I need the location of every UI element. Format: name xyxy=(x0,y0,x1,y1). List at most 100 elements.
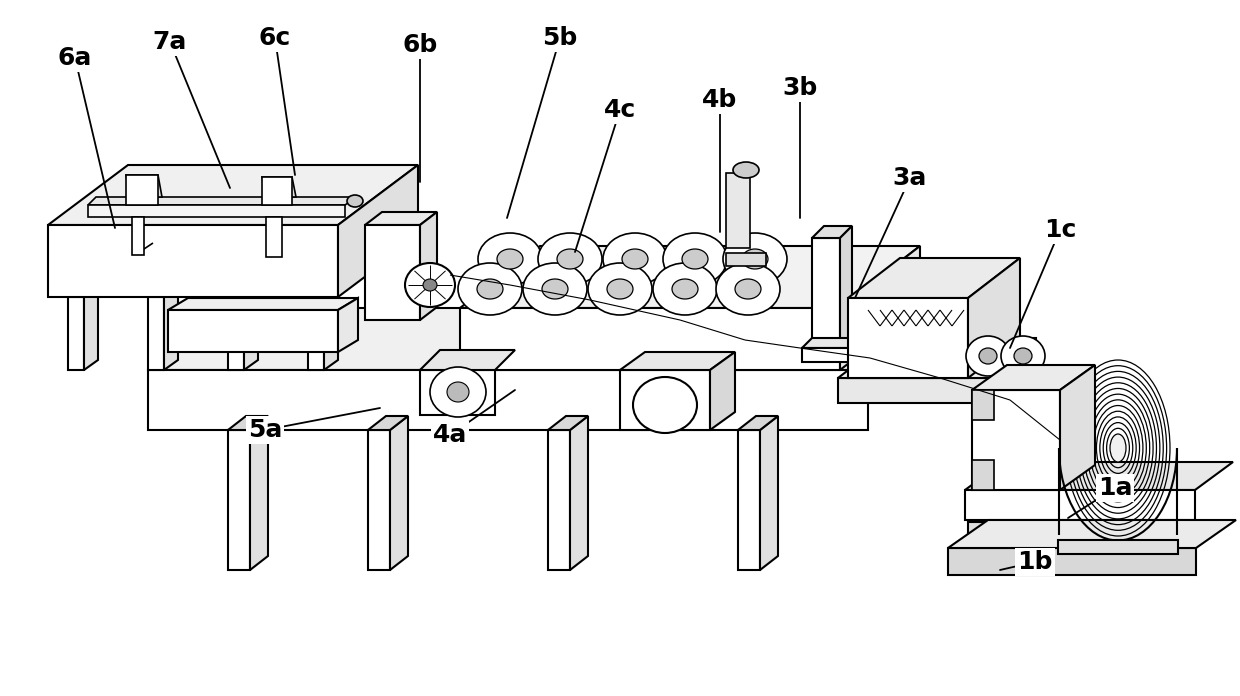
Ellipse shape xyxy=(603,233,667,285)
Polygon shape xyxy=(972,390,1060,490)
Polygon shape xyxy=(48,225,339,297)
Polygon shape xyxy=(949,520,1236,548)
Ellipse shape xyxy=(966,336,1011,376)
Polygon shape xyxy=(339,298,358,352)
Polygon shape xyxy=(965,490,1195,520)
Polygon shape xyxy=(949,548,1197,575)
Ellipse shape xyxy=(423,279,436,291)
Ellipse shape xyxy=(458,263,522,315)
Text: 5b: 5b xyxy=(542,26,578,50)
Ellipse shape xyxy=(497,249,523,269)
Polygon shape xyxy=(839,226,852,348)
Ellipse shape xyxy=(622,249,649,269)
Polygon shape xyxy=(244,287,258,370)
Polygon shape xyxy=(812,238,839,348)
Polygon shape xyxy=(848,298,968,378)
Ellipse shape xyxy=(347,195,363,207)
Ellipse shape xyxy=(608,279,632,299)
Polygon shape xyxy=(725,253,766,266)
Polygon shape xyxy=(738,430,760,570)
Polygon shape xyxy=(167,310,339,352)
Ellipse shape xyxy=(1014,348,1032,364)
Polygon shape xyxy=(228,416,268,430)
Ellipse shape xyxy=(588,263,652,315)
Polygon shape xyxy=(228,430,250,570)
Polygon shape xyxy=(1060,365,1095,490)
Ellipse shape xyxy=(980,348,997,364)
Ellipse shape xyxy=(653,263,717,315)
Ellipse shape xyxy=(682,249,708,269)
Ellipse shape xyxy=(723,233,787,285)
Text: 1b: 1b xyxy=(1017,550,1053,574)
Polygon shape xyxy=(570,416,588,570)
Polygon shape xyxy=(965,462,1233,490)
Text: 4b: 4b xyxy=(702,88,738,112)
Polygon shape xyxy=(126,175,162,197)
Ellipse shape xyxy=(1110,434,1126,462)
Text: 1a: 1a xyxy=(1097,476,1132,500)
Text: 7a: 7a xyxy=(153,30,187,54)
Polygon shape xyxy=(760,416,777,570)
Polygon shape xyxy=(164,287,179,370)
Polygon shape xyxy=(838,378,1035,403)
Polygon shape xyxy=(368,430,391,570)
Ellipse shape xyxy=(405,263,455,307)
Text: 4a: 4a xyxy=(433,423,467,447)
Polygon shape xyxy=(802,348,872,362)
Polygon shape xyxy=(711,352,735,430)
Ellipse shape xyxy=(1001,336,1045,376)
Text: 6a: 6a xyxy=(58,46,92,70)
Polygon shape xyxy=(972,390,994,420)
Ellipse shape xyxy=(733,162,759,178)
Polygon shape xyxy=(131,217,144,255)
Polygon shape xyxy=(620,370,711,430)
Ellipse shape xyxy=(446,382,469,402)
Polygon shape xyxy=(968,258,1021,378)
Polygon shape xyxy=(267,217,281,257)
Text: 6b: 6b xyxy=(402,33,438,57)
Polygon shape xyxy=(368,416,408,430)
Polygon shape xyxy=(262,177,296,197)
Ellipse shape xyxy=(430,367,486,417)
Polygon shape xyxy=(620,352,735,370)
Polygon shape xyxy=(802,338,882,348)
Polygon shape xyxy=(972,365,1095,390)
Text: 5a: 5a xyxy=(248,418,283,442)
Ellipse shape xyxy=(542,279,568,299)
Polygon shape xyxy=(365,212,436,225)
Polygon shape xyxy=(148,370,868,430)
Ellipse shape xyxy=(715,263,780,315)
Polygon shape xyxy=(324,287,339,370)
Polygon shape xyxy=(391,416,408,570)
Text: 4c: 4c xyxy=(604,98,636,122)
Ellipse shape xyxy=(538,233,601,285)
Text: 3a: 3a xyxy=(893,166,928,190)
Polygon shape xyxy=(548,416,588,430)
Text: 6c: 6c xyxy=(259,26,291,50)
Ellipse shape xyxy=(477,233,542,285)
Text: 1c: 1c xyxy=(1044,218,1076,242)
Polygon shape xyxy=(88,197,357,205)
Ellipse shape xyxy=(557,249,583,269)
Polygon shape xyxy=(250,416,268,570)
Polygon shape xyxy=(738,416,777,430)
Polygon shape xyxy=(839,246,920,370)
Polygon shape xyxy=(848,258,1021,298)
Polygon shape xyxy=(84,287,98,370)
Polygon shape xyxy=(548,430,570,570)
Polygon shape xyxy=(148,297,164,370)
Polygon shape xyxy=(1058,540,1178,554)
Polygon shape xyxy=(126,175,157,205)
Polygon shape xyxy=(262,177,291,205)
Ellipse shape xyxy=(663,233,727,285)
Ellipse shape xyxy=(477,279,503,299)
Polygon shape xyxy=(308,297,324,370)
Polygon shape xyxy=(420,212,436,320)
Polygon shape xyxy=(420,350,515,370)
Polygon shape xyxy=(365,225,420,320)
Text: 3b: 3b xyxy=(782,76,817,100)
Polygon shape xyxy=(48,165,418,225)
Polygon shape xyxy=(148,308,959,370)
Ellipse shape xyxy=(735,279,761,299)
Polygon shape xyxy=(88,205,345,217)
